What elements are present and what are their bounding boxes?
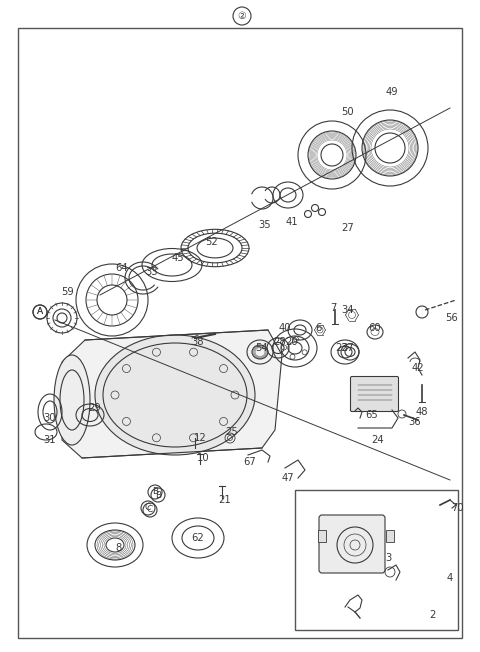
Text: 52: 52: [205, 237, 218, 247]
Text: 4: 4: [447, 573, 453, 583]
Text: 64: 64: [116, 263, 128, 273]
Text: A: A: [37, 308, 43, 316]
Text: 10: 10: [197, 453, 209, 463]
Text: 2: 2: [429, 610, 435, 620]
Text: 25: 25: [226, 427, 239, 437]
Text: 36: 36: [408, 417, 421, 427]
Text: 59: 59: [61, 287, 74, 297]
Text: 28: 28: [274, 337, 286, 347]
Text: 35: 35: [259, 220, 271, 230]
Text: 29: 29: [89, 403, 101, 413]
Text: C: C: [145, 503, 151, 512]
Bar: [295, 490, 458, 630]
Text: C: C: [147, 505, 153, 514]
Text: 60: 60: [369, 323, 381, 333]
Text: 6: 6: [315, 323, 321, 333]
Text: 47: 47: [282, 473, 294, 483]
Text: 12: 12: [193, 433, 206, 443]
FancyBboxPatch shape: [319, 515, 385, 573]
Text: 70: 70: [451, 503, 463, 513]
Text: 67: 67: [244, 457, 256, 467]
Text: 8: 8: [115, 543, 121, 553]
Bar: [386, 530, 394, 542]
Text: A: A: [37, 308, 43, 316]
Text: 38: 38: [192, 337, 204, 347]
Text: 41: 41: [286, 217, 298, 227]
Text: 27: 27: [342, 223, 354, 233]
Text: 21: 21: [218, 495, 231, 505]
Text: 20: 20: [286, 337, 298, 347]
Text: 49: 49: [386, 87, 398, 97]
Text: B: B: [152, 488, 158, 497]
Text: 45: 45: [172, 253, 184, 263]
Text: B: B: [155, 490, 161, 499]
Ellipse shape: [54, 355, 90, 445]
FancyBboxPatch shape: [350, 376, 398, 411]
Text: 65: 65: [366, 410, 378, 420]
Text: 34: 34: [342, 305, 354, 315]
Text: 22: 22: [336, 343, 348, 353]
Text: ②: ②: [238, 11, 246, 21]
Text: 3: 3: [385, 553, 391, 563]
Text: 31: 31: [44, 435, 56, 445]
Text: 30: 30: [44, 413, 56, 423]
Text: 33: 33: [146, 267, 158, 277]
Text: 48: 48: [416, 407, 428, 417]
Text: 62: 62: [192, 533, 204, 543]
Text: 24: 24: [372, 435, 384, 445]
Text: 56: 56: [445, 313, 458, 323]
Bar: [318, 530, 326, 542]
Text: 7: 7: [330, 303, 336, 313]
Ellipse shape: [95, 335, 255, 455]
Text: 54: 54: [256, 343, 268, 353]
Text: 37: 37: [342, 343, 354, 353]
Text: 50: 50: [342, 107, 354, 117]
Text: 40: 40: [279, 323, 291, 333]
Text: 42: 42: [412, 363, 424, 373]
Polygon shape: [62, 330, 282, 458]
